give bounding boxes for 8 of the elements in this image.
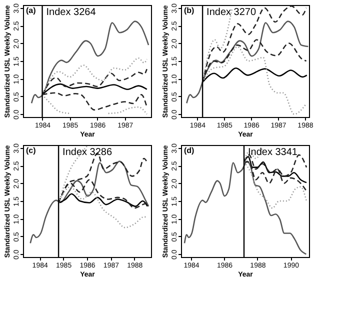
annotation: Index 3264 (46, 7, 96, 18)
annotation: (b) (184, 6, 195, 15)
annotation: (d) (184, 146, 195, 155)
annotation: (a) (26, 6, 36, 15)
annotation: Index 3286 (62, 147, 112, 158)
annotation: Index 3341 (248, 147, 298, 158)
annotation: (c) (26, 146, 36, 155)
annotation: Index 3270 (206, 7, 256, 18)
